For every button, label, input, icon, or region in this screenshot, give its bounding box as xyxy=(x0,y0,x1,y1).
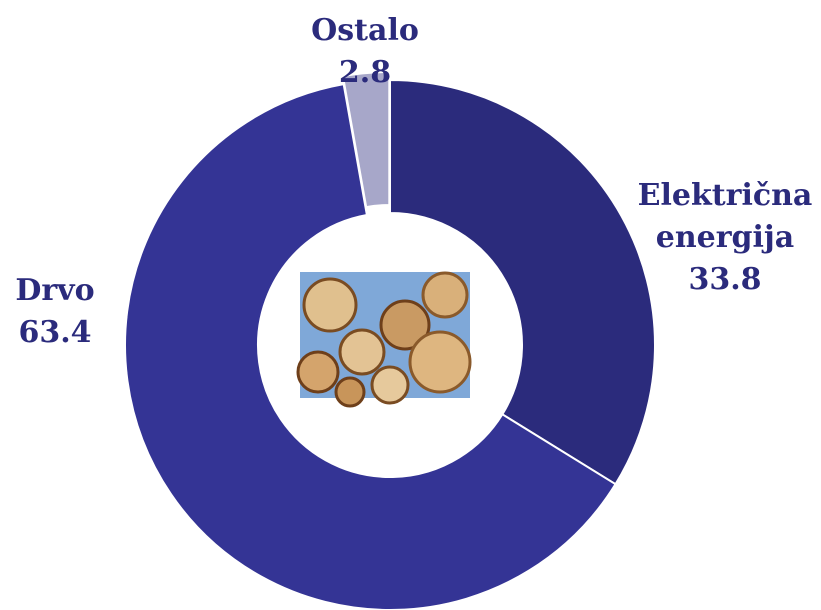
center-picture xyxy=(298,272,470,406)
log xyxy=(304,279,356,331)
value-label: 2.8 xyxy=(300,52,430,94)
log xyxy=(298,352,338,392)
value-label: 33.8 xyxy=(630,259,820,301)
category-label: Električna energija xyxy=(630,175,820,259)
slice-label: Ostalo 2.8 xyxy=(300,10,430,94)
chart: Ostalo 2.8 Električna energija 33.8 Drvo… xyxy=(0,0,821,610)
slice-label: Drvo 63.4 xyxy=(0,270,110,354)
log xyxy=(372,367,408,403)
value-label: 63.4 xyxy=(0,312,110,354)
log xyxy=(410,332,470,392)
log xyxy=(340,330,384,374)
slice-label: Električna energija 33.8 xyxy=(630,175,820,301)
category-label: Drvo xyxy=(0,270,110,312)
log xyxy=(423,273,467,317)
log xyxy=(336,378,364,406)
category-label: Ostalo xyxy=(300,10,430,52)
